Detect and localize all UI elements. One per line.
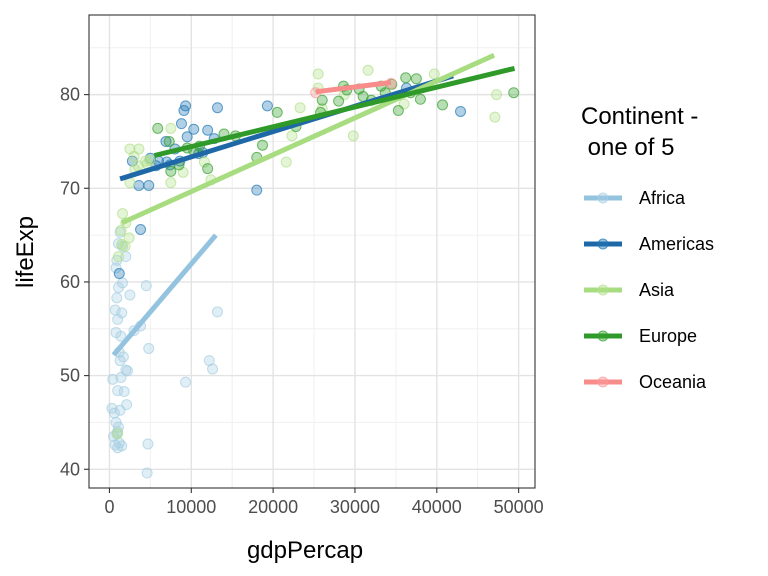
x-axis-title: gdpPercap (247, 537, 363, 564)
point-africa (118, 278, 128, 288)
legend-title-line-2: one of 5 (581, 134, 674, 161)
point-asia (429, 69, 439, 79)
point-asia (348, 131, 358, 141)
point-europe (415, 94, 425, 104)
plot-panel (89, 15, 535, 488)
point-asia (281, 157, 291, 167)
y-tick-label: 40 (60, 459, 80, 479)
x-tick-label: 40000 (412, 497, 462, 517)
point-americas (134, 180, 144, 190)
x-tick-label: 20000 (248, 497, 298, 517)
point-europe (438, 100, 448, 110)
point-americas (203, 125, 213, 135)
point-europe (272, 107, 282, 117)
point-asia (363, 65, 373, 75)
point-americas (114, 269, 124, 279)
point-asia (166, 178, 176, 188)
legend-label-asia: Asia (639, 280, 675, 300)
legend-label-africa: Africa (639, 188, 686, 208)
legend-label-europe: Europe (639, 326, 697, 346)
point-europe (164, 136, 174, 146)
x-tick-label: 50000 (494, 497, 544, 517)
point-americas (136, 224, 146, 234)
y-tick-label: 50 (60, 366, 80, 386)
point-europe (358, 91, 368, 101)
x-tick-label: 30000 (330, 497, 380, 517)
point-africa (116, 372, 126, 382)
point-asia (492, 90, 502, 100)
point-africa (117, 441, 127, 451)
point-asia (124, 233, 134, 243)
legend-point-oceania (598, 377, 608, 387)
point-africa (208, 364, 218, 374)
point-africa (112, 293, 122, 303)
point-asia (313, 69, 323, 79)
point-asia (287, 131, 297, 141)
point-americas (252, 185, 262, 195)
point-asia (145, 155, 155, 165)
point-asia (113, 252, 123, 262)
legend-label-americas: Americas (639, 234, 714, 254)
point-americas (262, 101, 272, 111)
point-africa (144, 343, 154, 353)
point-africa (142, 468, 152, 478)
legend-point-asia (598, 285, 608, 295)
point-africa (118, 352, 128, 362)
point-africa (113, 386, 123, 396)
legend-title-line-1: Continent - (581, 103, 698, 130)
point-americas (176, 119, 186, 129)
point-europe (411, 74, 421, 84)
panel-background (89, 15, 535, 488)
point-europe (509, 88, 519, 98)
y-tick-label: 60 (60, 272, 80, 292)
point-asia (113, 429, 123, 439)
point-europe (166, 166, 176, 176)
y-tick-label: 70 (60, 178, 80, 198)
point-americas (189, 124, 199, 134)
point-africa (141, 281, 151, 291)
point-asia (295, 103, 305, 113)
point-americas (456, 106, 466, 116)
point-americas (181, 101, 191, 111)
point-asia (490, 112, 500, 122)
legend-point-africa (598, 193, 608, 203)
point-africa (125, 290, 135, 300)
point-africa (181, 377, 191, 387)
legend-point-europe (598, 331, 608, 341)
point-asia (118, 209, 128, 219)
x-tick-label: 0 (104, 497, 114, 517)
point-africa (117, 308, 127, 318)
point-africa (122, 400, 132, 410)
point-americas (212, 103, 222, 113)
legend-point-americas (598, 239, 608, 249)
point-africa (212, 307, 222, 317)
y-axis-title: lifeExp (12, 216, 39, 288)
point-europe (257, 140, 267, 150)
point-europe (401, 73, 411, 83)
point-europe (153, 123, 163, 133)
point-americas (144, 180, 154, 190)
y-tick-label: 80 (60, 85, 80, 105)
point-asia (134, 144, 144, 154)
point-europe (334, 96, 344, 106)
point-europe (203, 164, 213, 174)
x-tick-label: 10000 (166, 497, 216, 517)
point-asia (166, 123, 176, 133)
point-africa (143, 439, 153, 449)
point-europe (393, 106, 403, 116)
legend-label-oceania: Oceania (639, 372, 707, 392)
